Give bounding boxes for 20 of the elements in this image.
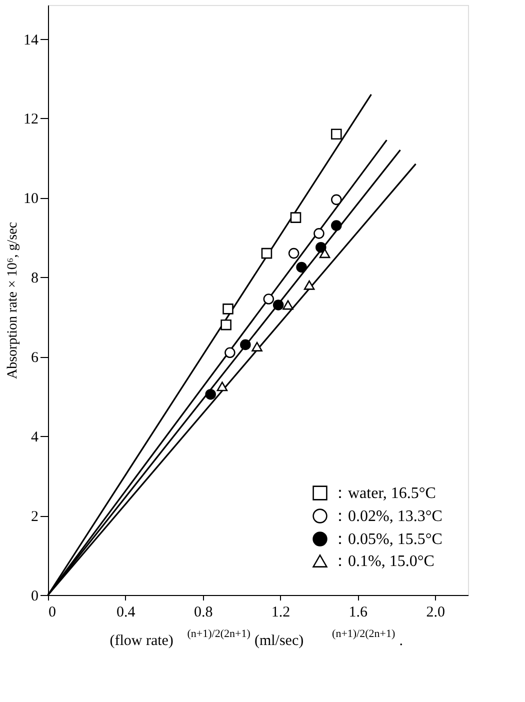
x-tick-label: 1.6 bbox=[348, 604, 368, 620]
y-tick-label: 2 bbox=[31, 509, 38, 526]
y-tick-label: 10 bbox=[24, 191, 38, 208]
y-tick-label: 14 bbox=[24, 32, 39, 48]
legend-label: ：0.02%, 13.3°C bbox=[332, 508, 442, 525]
x-tick-label: 2.0 bbox=[426, 604, 445, 620]
y-tick-label: 12 bbox=[24, 112, 38, 128]
y-tick-label: 4 bbox=[31, 430, 39, 446]
y-tick-label: 6 bbox=[31, 350, 39, 366]
x-tick-label: 0 bbox=[48, 604, 56, 620]
y-tick-label: 8 bbox=[31, 270, 38, 287]
legend-label: ：water, 16.5°C bbox=[332, 485, 436, 502]
x-tick-label: 0.4 bbox=[116, 604, 136, 620]
legend-label: ：0.1%, 15.0°C bbox=[332, 553, 434, 570]
x-tick-label: 0.8 bbox=[194, 604, 213, 620]
y-axis-title: Absorption rate × 10⁶, g/sec bbox=[6, 222, 20, 380]
x-tick-label: 1.2 bbox=[271, 604, 290, 620]
legend-label: ：0.05%, 15.5°C bbox=[332, 531, 442, 548]
y-tick-label: 0 bbox=[31, 588, 38, 604]
text: (flow rate)(n+1)/2(2n+1) (ml/sec)(n+1)/2(2n+1). bbox=[110, 628, 403, 649]
